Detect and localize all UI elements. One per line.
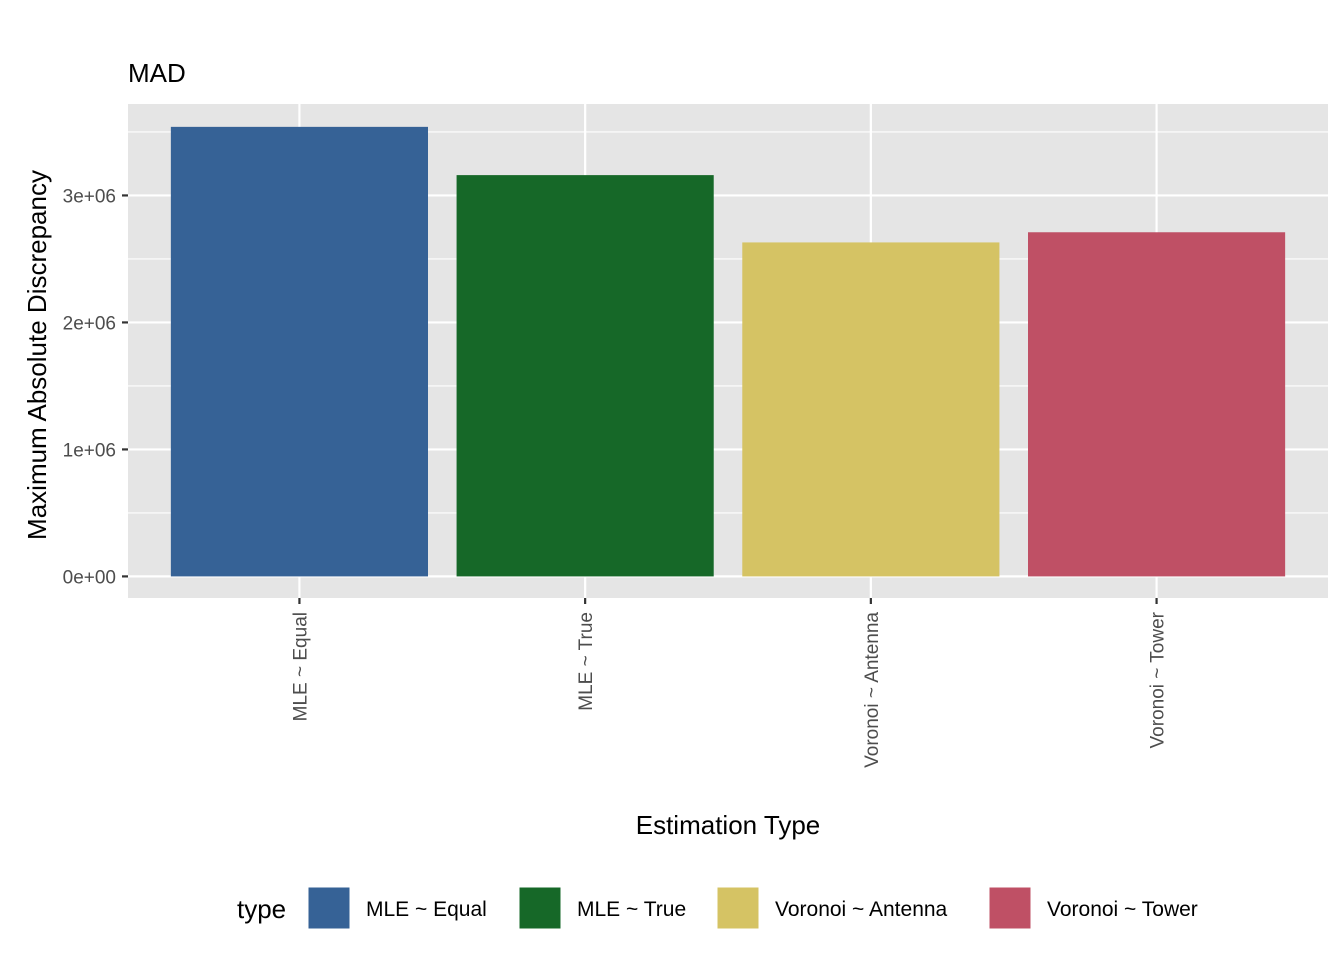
chart-title: MAD <box>128 58 186 88</box>
x-axis-ticks: MLE ~ Equal MLE ~ True Voronoi ~ Antenna Vo… <box>290 598 1169 768</box>
legend-key <box>988 886 1032 930</box>
bars <box>170 126 1286 577</box>
legend-key <box>716 886 760 930</box>
legend-key <box>518 886 562 930</box>
x-tick-label: Voronoi ~ Tower <box>1148 611 1169 748</box>
y-tick-label: 2e+06 <box>63 313 116 334</box>
bar <box>742 242 1000 577</box>
bar <box>1028 232 1286 577</box>
x-tick-label: MLE ~ True <box>576 612 597 711</box>
bar <box>456 175 714 577</box>
x-tick-label: MLE ~ Equal <box>290 612 311 721</box>
y-axis-title: Maximum Absolute Discrepancy <box>22 170 52 540</box>
y-tick-label: 1e+06 <box>63 440 116 461</box>
x-axis-title: Estimation Type <box>636 810 821 840</box>
y-tick-label: 0e+00 <box>63 567 116 588</box>
y-axis-ticks: 0e+00 1e+06 2e+06 3e+06 <box>63 186 128 588</box>
legend-label: Voronoi ~ Tower <box>1047 898 1198 921</box>
legend-label: MLE ~ Equal <box>366 898 487 921</box>
legend-label: MLE ~ True <box>577 898 686 921</box>
legend-label: Voronoi ~ Antenna <box>775 898 948 921</box>
bar <box>170 126 428 577</box>
y-tick-label: 3e+06 <box>63 186 116 207</box>
legend-key <box>307 886 351 930</box>
legend: type MLE ~ Equal MLE ~ True Voronoi ~ Ante… <box>237 886 1198 930</box>
legend-title: type <box>237 894 286 924</box>
x-tick-label: Voronoi ~ Antenna <box>862 612 883 768</box>
